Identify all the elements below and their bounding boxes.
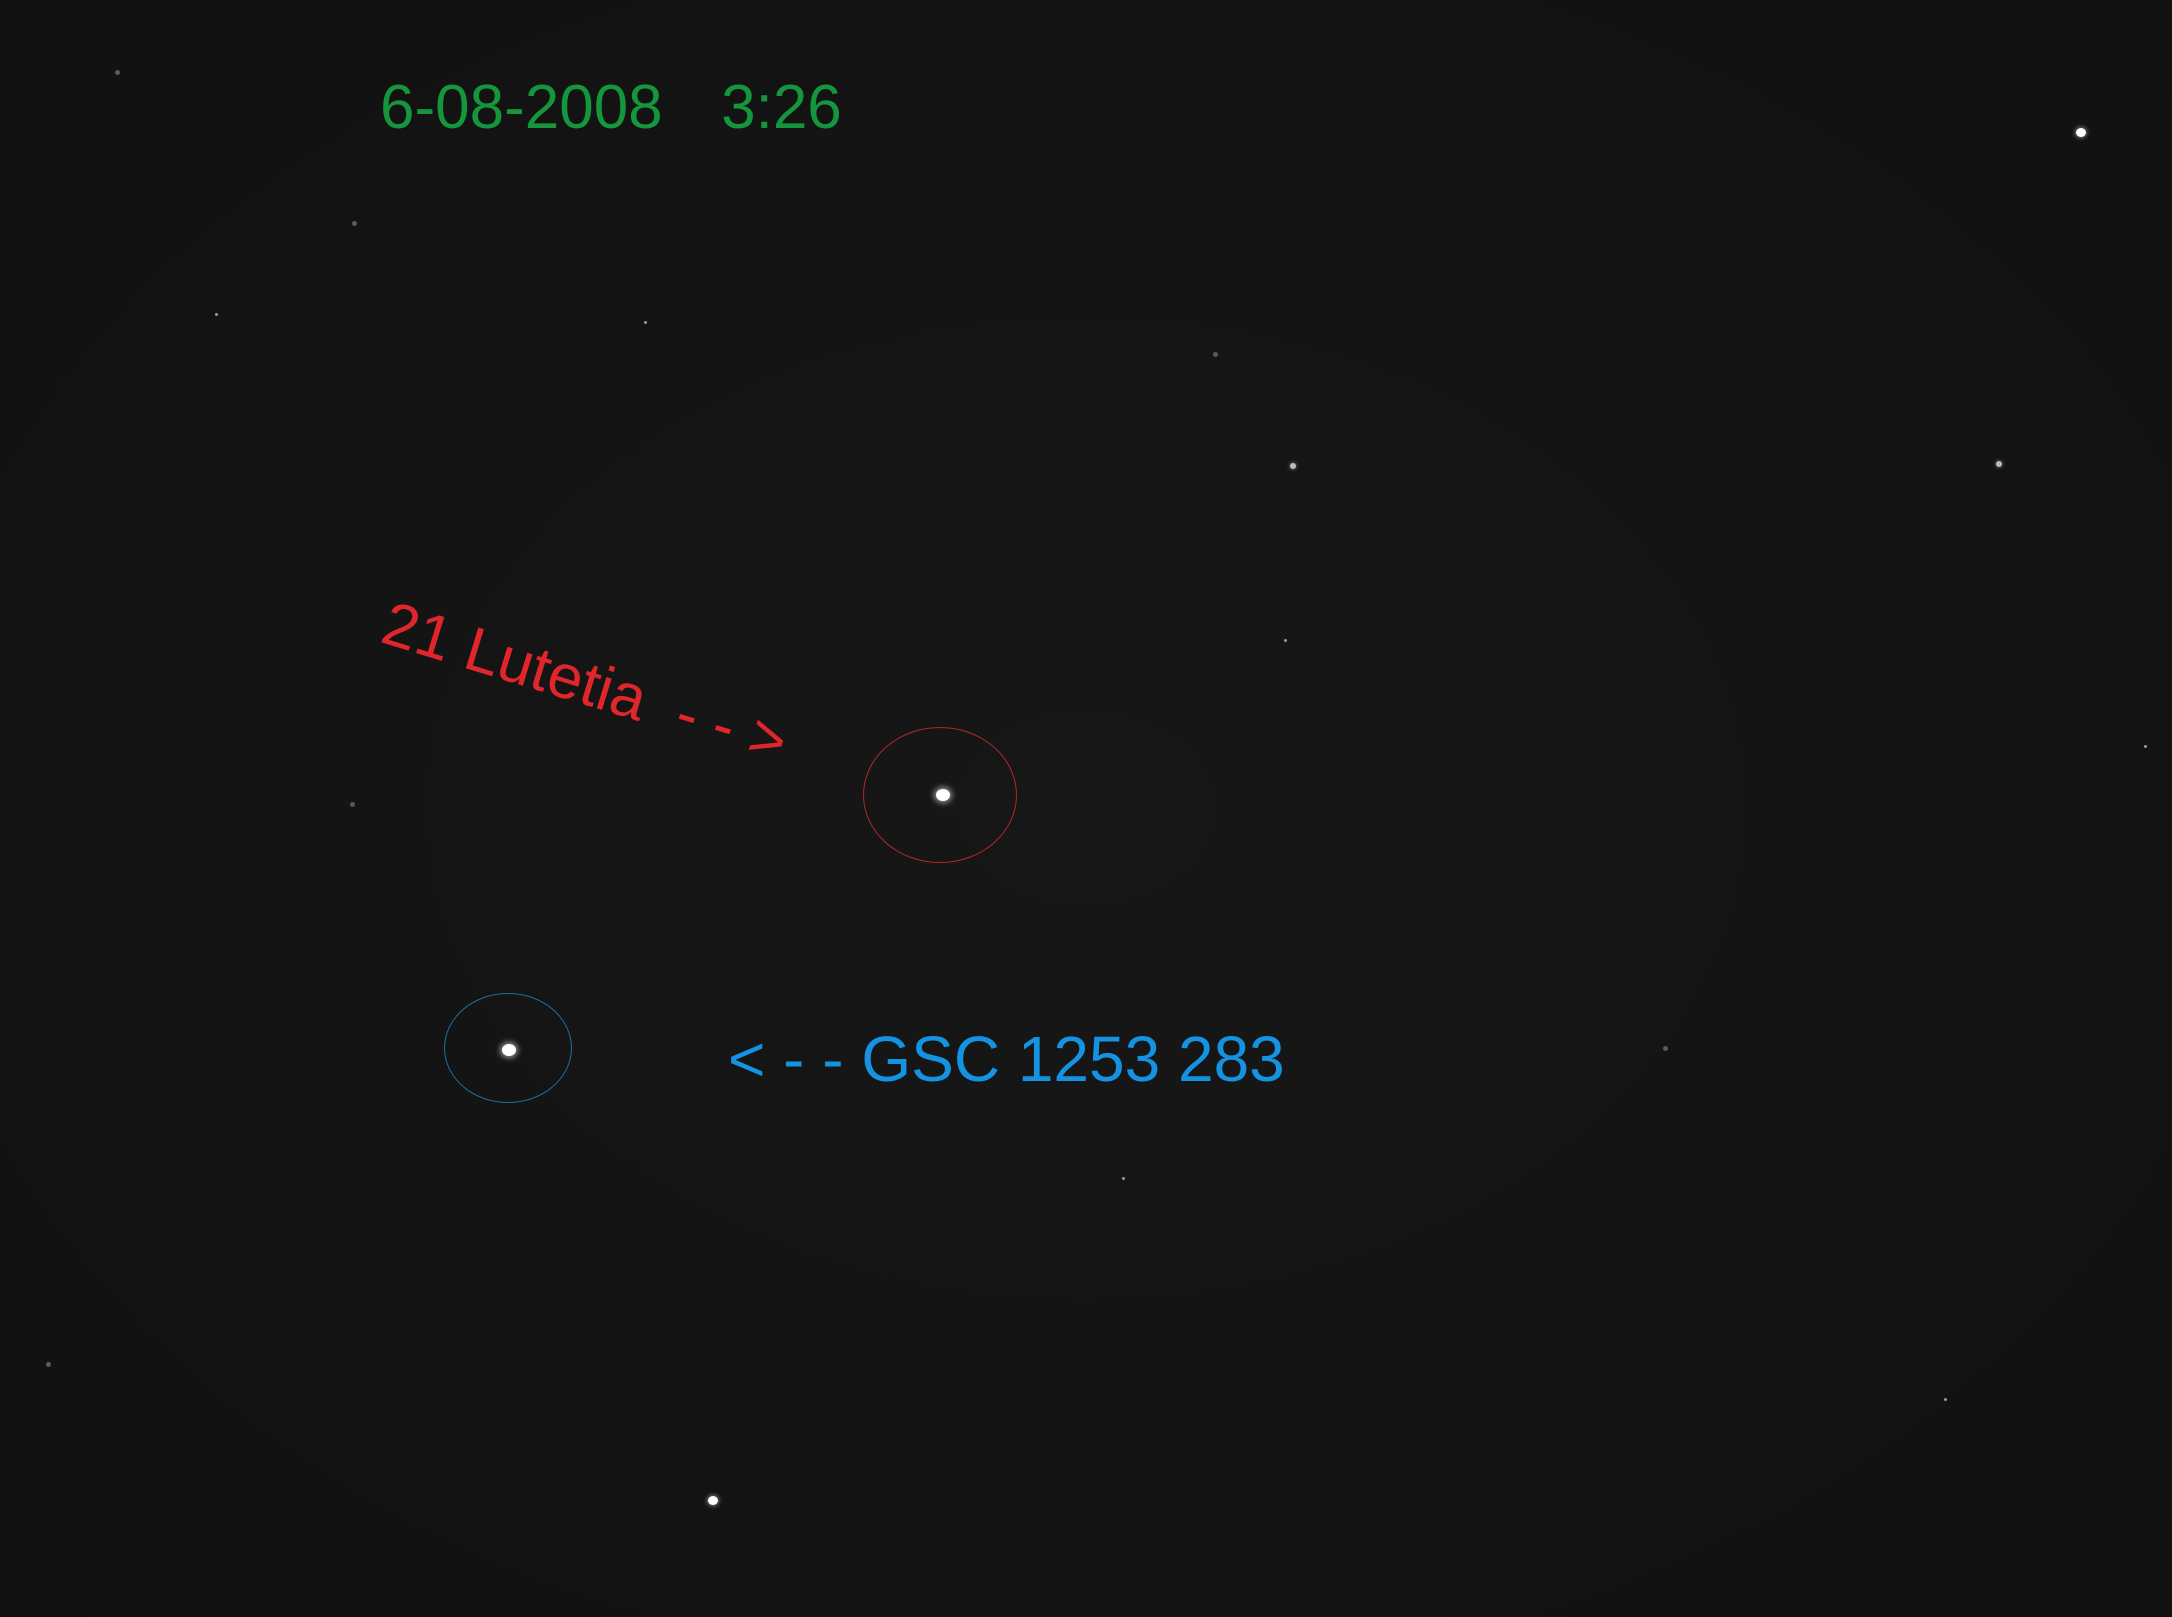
star xyxy=(1290,463,1296,469)
star xyxy=(2076,128,2086,137)
target-circle xyxy=(863,727,1017,863)
reference-star xyxy=(502,1044,516,1056)
star xyxy=(1122,1177,1125,1180)
timestamp-label: 6-08-2008 3:26 xyxy=(380,73,842,142)
star xyxy=(350,802,355,807)
star xyxy=(115,70,120,75)
star xyxy=(1213,352,1218,357)
star xyxy=(46,1362,51,1367)
star xyxy=(1996,461,2002,467)
target-label: 21 Lutetia - - > xyxy=(374,588,796,778)
reference-circle xyxy=(444,993,572,1103)
star xyxy=(352,221,357,226)
reference-label: < - - GSC 1253 283 xyxy=(728,1023,1285,1095)
star xyxy=(2144,745,2147,748)
star xyxy=(708,1496,718,1505)
star xyxy=(644,321,647,324)
star xyxy=(215,313,218,316)
star xyxy=(1944,1398,1947,1401)
star xyxy=(1284,639,1287,642)
asteroid-lutetia xyxy=(936,789,950,801)
star xyxy=(1663,1046,1668,1051)
